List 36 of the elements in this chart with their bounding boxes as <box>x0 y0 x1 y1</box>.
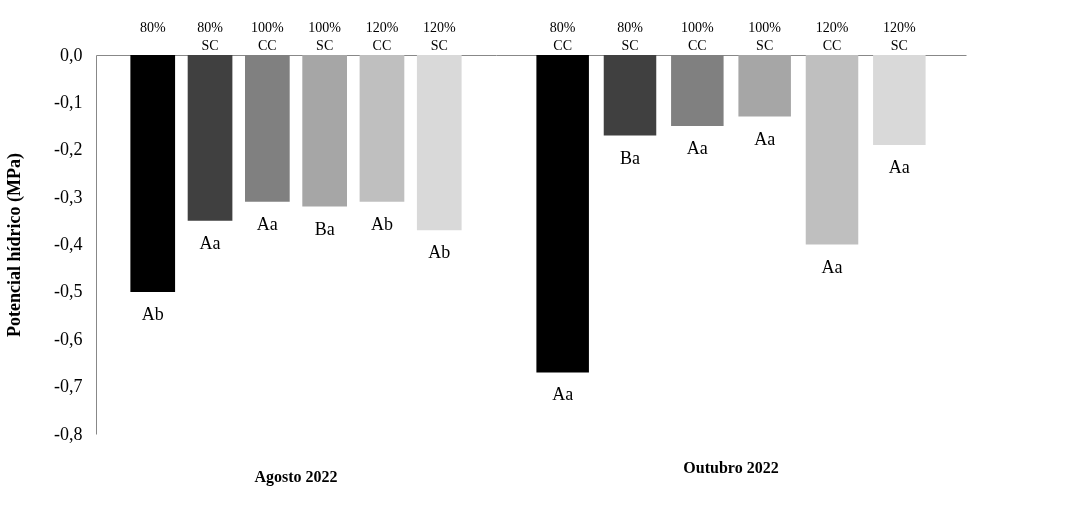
y-axis-title: Potencial hídrico (MPa) <box>4 153 26 337</box>
y-tick-label: -0,1 <box>54 91 83 112</box>
x-tick-label: 120% CC <box>815 19 849 53</box>
y-tick-label: -0,5 <box>54 281 83 302</box>
x-tick-label: 120% SC <box>883 19 916 53</box>
x-tick-label: 100% CC <box>251 19 285 53</box>
x-tick-label: 100% SC <box>308 19 342 53</box>
y-tick-label: 0,0 <box>60 44 83 65</box>
y-tick-label: -0,7 <box>54 376 83 397</box>
y-tick-label: -0,2 <box>54 139 83 160</box>
x-tick-label: 80% <box>139 19 166 35</box>
data-label: Aa <box>199 232 221 253</box>
data-label: Ab <box>428 242 451 263</box>
data-label: Aa <box>754 128 776 149</box>
x-tick-label: 120% SC <box>422 19 456 53</box>
data-label: Ba <box>314 218 335 239</box>
y-tick-label: -0,4 <box>54 234 83 254</box>
x-tick-label: 100% CC <box>681 19 714 53</box>
data-label: Ba <box>620 147 640 168</box>
y-tick-label: -0,8 <box>54 423 83 444</box>
x-tick-label: 80% CC <box>549 19 576 53</box>
x-axis-title: Agosto 2022 <box>254 468 338 486</box>
data-label: Aa <box>686 138 708 159</box>
x-tick-label: 100% SC <box>748 19 782 53</box>
data-label: Aa <box>256 213 278 234</box>
data-label: Aa <box>888 157 910 178</box>
y-tick-label: -0,6 <box>54 328 83 349</box>
x-axis-title: Outubro 2022 <box>683 459 779 476</box>
x-tick-label: 120% CC <box>365 19 399 53</box>
data-label: Ab <box>370 213 393 234</box>
data-label: Aa <box>552 384 574 405</box>
x-tick-label: 80% SC <box>617 19 644 53</box>
y-tick-label: -0,3 <box>54 186 83 207</box>
data-label: Ab <box>141 303 164 324</box>
x-tick-label: 80% SC <box>197 19 224 53</box>
data-label: Aa <box>821 256 843 277</box>
